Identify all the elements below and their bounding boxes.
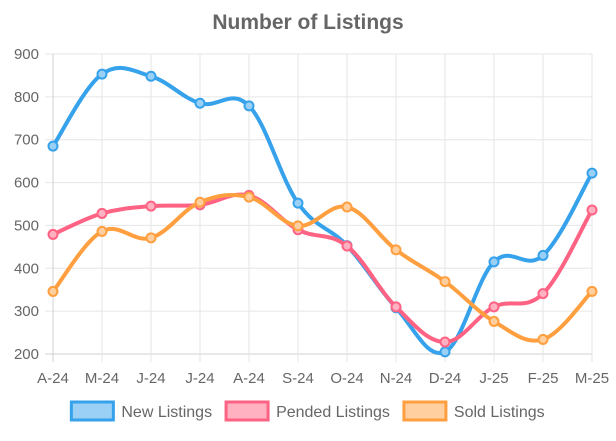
x-tick-label: M-25 (575, 370, 609, 387)
data-point[interactable] (439, 346, 451, 358)
data-point[interactable] (292, 197, 304, 209)
series-layer (47, 65, 598, 358)
data-point[interactable] (47, 228, 59, 240)
legend-swatch (224, 400, 270, 422)
x-tick-label: S-24 (282, 370, 314, 387)
x-tick-label: O-24 (330, 370, 363, 387)
y-tick-label: 300 (14, 303, 39, 320)
data-point[interactable] (488, 256, 500, 268)
data-point[interactable] (488, 301, 500, 313)
data-point[interactable] (390, 301, 402, 313)
data-point[interactable] (537, 333, 549, 345)
data-point[interactable] (47, 285, 59, 297)
x-tick-label: F-25 (528, 370, 559, 387)
x-tick-label: A-24 (233, 370, 265, 387)
y-tick-label: 500 (14, 217, 39, 234)
y-tick-label: 200 (14, 346, 39, 363)
y-tick-label: 400 (14, 260, 39, 277)
legend-swatch (69, 400, 115, 422)
data-point[interactable] (586, 204, 598, 216)
data-point[interactable] (194, 196, 206, 208)
y-axis: 200 300 400 500 600 700 800 900 (14, 46, 39, 363)
x-tick-label: M-24 (85, 370, 119, 387)
x-axis: A-24 M-24 J-24 J-24 A-24 S-24 O-24 N-24 D-24 J-25… (37, 370, 609, 387)
data-point[interactable] (47, 140, 59, 152)
x-tick-label: J-25 (479, 370, 508, 387)
legend-swatch (402, 400, 448, 422)
data-point[interactable] (194, 97, 206, 109)
chart-title: Number of Listings (212, 11, 403, 34)
y-tick-label: 600 (14, 175, 39, 192)
legend: New Listings Pended Listings Sold Listings (69, 400, 545, 422)
data-point[interactable] (145, 232, 157, 244)
y-tick-label: 900 (14, 46, 39, 63)
y-tick-label: 700 (14, 132, 39, 149)
x-tick-label: D-24 (429, 370, 462, 387)
data-point[interactable] (586, 285, 598, 297)
series-new-listings (47, 65, 598, 358)
legend-label: Pended Listings (276, 404, 390, 421)
x-tick-label: J-24 (185, 370, 214, 387)
legend-item-sold-listings[interactable]: Sold Listings (402, 400, 545, 422)
series-line (51, 65, 594, 356)
legend-item-new-listings[interactable]: New Listings (69, 400, 212, 422)
data-point[interactable] (243, 100, 255, 112)
data-point[interactable] (439, 336, 451, 348)
data-point[interactable] (292, 220, 304, 232)
data-point[interactable] (96, 68, 108, 80)
data-point[interactable] (488, 315, 500, 327)
data-point[interactable] (341, 240, 353, 252)
data-point[interactable] (586, 167, 598, 179)
data-point[interactable] (439, 276, 451, 288)
legend-item-pended-listings[interactable]: Pended Listings (224, 400, 390, 422)
data-point[interactable] (537, 288, 549, 300)
data-point[interactable] (537, 249, 549, 261)
series-sold-listings (47, 191, 598, 345)
data-point[interactable] (341, 201, 353, 213)
x-tick-label: N-24 (380, 370, 413, 387)
data-point[interactable] (243, 191, 255, 203)
legend-label: New Listings (121, 404, 212, 421)
data-point[interactable] (96, 225, 108, 237)
x-tick-label: A-24 (37, 370, 69, 387)
x-tick-label: J-24 (136, 370, 165, 387)
data-point[interactable] (96, 207, 108, 219)
y-tick-label: 800 (14, 89, 39, 106)
data-point[interactable] (390, 244, 402, 256)
data-point[interactable] (145, 70, 157, 82)
data-point[interactable] (145, 200, 157, 212)
legend-label: Sold Listings (454, 404, 545, 421)
